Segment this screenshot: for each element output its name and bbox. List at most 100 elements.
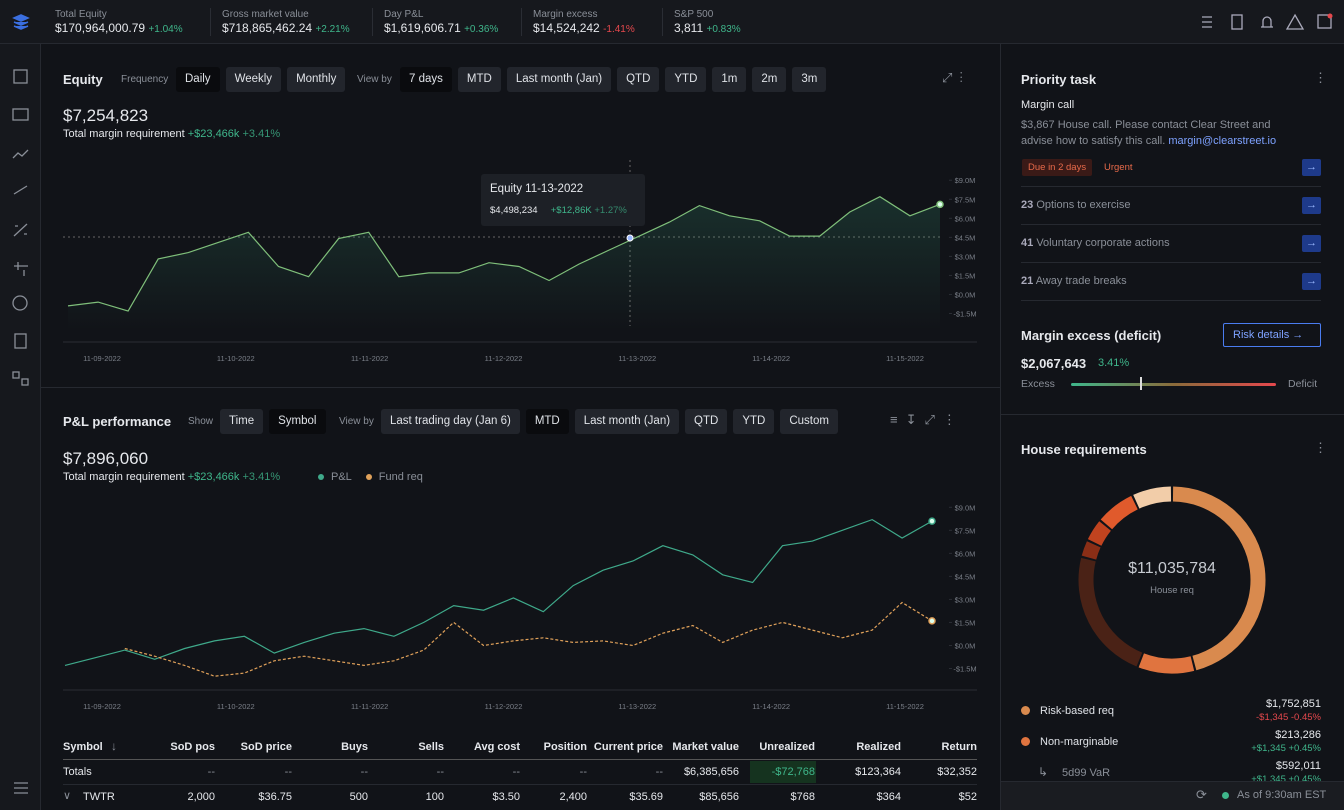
tooltip: [481, 174, 645, 226]
task-count: 41: [1021, 237, 1034, 249]
cell: $364: [876, 791, 901, 803]
metric: $1,619,606.71 +0.36%: [384, 21, 498, 35]
donut-segment: [1081, 541, 1101, 560]
nav-icons[interactable]: [10, 66, 32, 796]
button[interactable]: YTD: [733, 409, 775, 434]
y-tick-label: $0.0M: [955, 641, 976, 650]
task-text: $3,867 House call. Please contact Clear …: [1021, 119, 1271, 131]
column-header[interactable]: Unrealized: [759, 741, 815, 753]
y-tick-label: $3.0M: [955, 595, 976, 604]
column-header[interactable]: Sells: [418, 741, 444, 753]
column-header[interactable]: Market value: [672, 741, 739, 753]
button[interactable]: 7 days: [400, 67, 452, 92]
task-item[interactable]: 21 Away trade breaks: [1021, 275, 1127, 287]
x-tick-label: 11-10-2022: [217, 354, 255, 363]
line: [124, 601, 933, 677]
panel-icons[interactable]: ≡↧⤢⋮: [890, 412, 964, 427]
refresh-icon[interactable]: ⟳: [1196, 787, 1207, 802]
kebab[interactable]: ⋮: [1314, 440, 1327, 455]
button[interactable]: Symbol: [269, 409, 326, 434]
tooltip-title: Equity 11-13-2022: [490, 183, 584, 195]
column-header[interactable]: Symbol: [63, 741, 103, 753]
column-header[interactable]: Return: [941, 741, 977, 753]
cell: --: [360, 766, 368, 778]
arrow-button[interactable]: →: [1302, 235, 1321, 252]
metric-change: +0.83%: [706, 24, 741, 35]
button[interactable]: MTD: [525, 409, 569, 434]
label: Show: [188, 416, 214, 427]
task-item[interactable]: 41 Voluntary corporate actions: [1021, 237, 1170, 249]
cell: $36.75: [258, 791, 292, 803]
button[interactable]: Time: [220, 409, 264, 434]
item-value: $592,011: [1275, 760, 1321, 772]
button[interactable]: QTD: [685, 409, 728, 434]
button[interactable]: MTD: [457, 67, 501, 92]
y-tick-label: $1.5M: [955, 271, 976, 280]
button[interactable]: 2m: [752, 67, 787, 92]
gauge-marker: [1140, 377, 1142, 390]
metric-change: +1.04%: [148, 24, 183, 35]
divider: [521, 8, 522, 36]
button[interactable]: Last month (Jan): [574, 409, 680, 434]
status-dot: [1222, 792, 1229, 799]
button[interactable]: Last trading day (Jan 6): [381, 409, 520, 434]
button[interactable]: Monthly: [287, 67, 346, 92]
arrow-button[interactable]: →: [1302, 273, 1321, 290]
equity-value: $7,254,823: [63, 106, 149, 125]
button[interactable]: 3m: [792, 67, 827, 92]
button[interactable]: QTD: [617, 67, 660, 92]
end-dot: [928, 517, 936, 525]
donut-segment: [1133, 486, 1172, 509]
risk-details-button[interactable]: Risk details →: [1223, 323, 1321, 347]
kebab[interactable]: ⋮: [1314, 70, 1327, 85]
button[interactable]: Last month (Jan): [506, 67, 612, 92]
arrow-button[interactable]: →: [1302, 197, 1321, 214]
y-tick-label: $9.0M: [955, 176, 976, 185]
column-header[interactable]: Realized: [856, 741, 901, 753]
row-line: [1021, 186, 1321, 187]
button[interactable]: Daily: [176, 67, 220, 92]
cell: -$72,768: [771, 766, 815, 778]
x-tick-label: 11-11-2022: [351, 354, 388, 363]
sidebar: [0, 44, 41, 810]
column-header[interactable]: Buys: [341, 741, 368, 753]
divider: [662, 8, 663, 36]
x-tick-label: 11-12-2022: [485, 354, 523, 363]
column-header[interactable]: Current price: [593, 741, 663, 753]
column-header[interactable]: Position: [543, 741, 587, 753]
x-tick-label: 11-13-2022: [618, 354, 656, 363]
email-link[interactable]: margin@clearstreet.io: [1168, 135, 1277, 147]
metric: $14,524,242 -1.41%: [533, 21, 635, 35]
x-tick-label: 11-09-2022: [83, 702, 121, 711]
top-icons[interactable]: [1198, 12, 1338, 34]
status-text: As of 9:30am EST: [1237, 789, 1327, 801]
sort-icon: ↓: [111, 739, 117, 753]
task-title: Margin call: [1021, 99, 1075, 111]
button-label: Risk details: [1233, 329, 1290, 341]
x-tick-label: 11-11-2022: [351, 702, 388, 711]
y-tick-label: $9.0M: [955, 503, 976, 512]
task-text: Options to exercise: [1036, 199, 1131, 211]
cell: --: [284, 766, 292, 778]
x-tick-label: 11-12-2022: [485, 702, 523, 711]
button[interactable]: Weekly: [225, 67, 282, 92]
task-item[interactable]: 23 Options to exercise: [1021, 199, 1130, 211]
button[interactable]: YTD: [665, 67, 707, 92]
sub-change: +$23,466k: [187, 128, 240, 140]
arrow-button[interactable]: →: [1302, 159, 1321, 176]
change: +$1,345: [1251, 743, 1286, 754]
y-tick-label: $3.0M: [955, 252, 976, 261]
pnl-value: $7,896,060: [63, 449, 149, 468]
button[interactable]: 1m: [712, 67, 747, 92]
column-header[interactable]: SoD pos: [170, 741, 215, 753]
column-header[interactable]: Avg cost: [473, 741, 520, 753]
metric-label: Total Equity: [55, 9, 107, 20]
donut-segment: [1100, 495, 1138, 530]
panel-title: House requirements: [1021, 442, 1147, 457]
y-tick-label: $4.5M: [955, 572, 976, 581]
column-header[interactable]: SoD price: [240, 741, 292, 753]
item-name: Risk-based req: [1040, 705, 1114, 717]
button[interactable]: Custom: [780, 409, 838, 434]
panel-icons[interactable]: ⤢ ⋮: [942, 70, 963, 85]
sub-change: +$23,466k: [187, 471, 240, 483]
